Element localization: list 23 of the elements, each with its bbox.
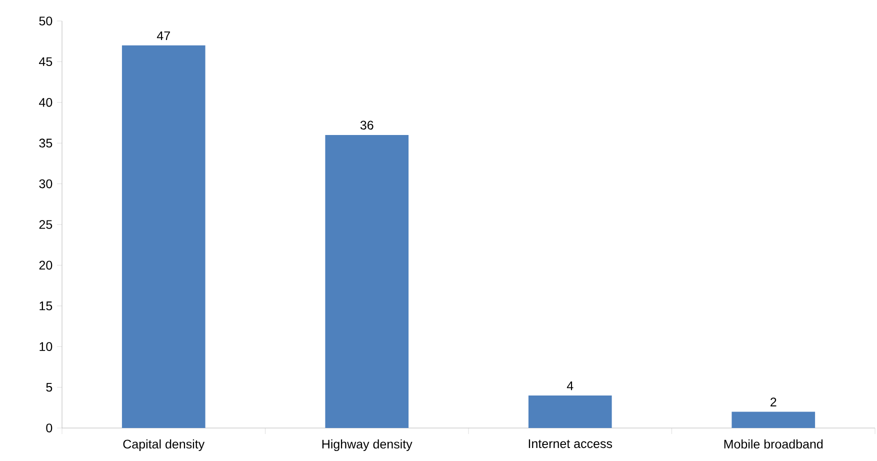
- y-tick-label: 0: [46, 424, 52, 432]
- data-label: 4: [566, 381, 574, 390]
- bar: [732, 412, 816, 428]
- x-tick-label: Capital density: [123, 439, 205, 452]
- y-tick-label: 45: [39, 57, 52, 66]
- x-tick-label: Highway density: [322, 439, 412, 452]
- y-tick-label: 30: [39, 179, 52, 188]
- y-tick-label: 10: [40, 342, 52, 352]
- y-tick-label: 35: [39, 138, 52, 148]
- x-tick-label: Internet access: [528, 439, 612, 448]
- bar: [528, 395, 612, 428]
- y-tick-label: 5: [46, 382, 52, 392]
- y-tick-label: 20: [39, 260, 52, 270]
- data-label: 36: [360, 120, 374, 130]
- y-tick-label: 50: [39, 16, 52, 26]
- y-tick-label: 40: [39, 98, 52, 107]
- bar: [122, 45, 206, 428]
- data-label: 47: [156, 31, 170, 40]
- data-label: 2: [770, 398, 776, 406]
- x-tick-label: Mobile broadband: [724, 439, 823, 449]
- y-tick-label: 25: [39, 220, 52, 229]
- bar: [325, 134, 409, 428]
- y-tick-label: 15: [40, 302, 52, 310]
